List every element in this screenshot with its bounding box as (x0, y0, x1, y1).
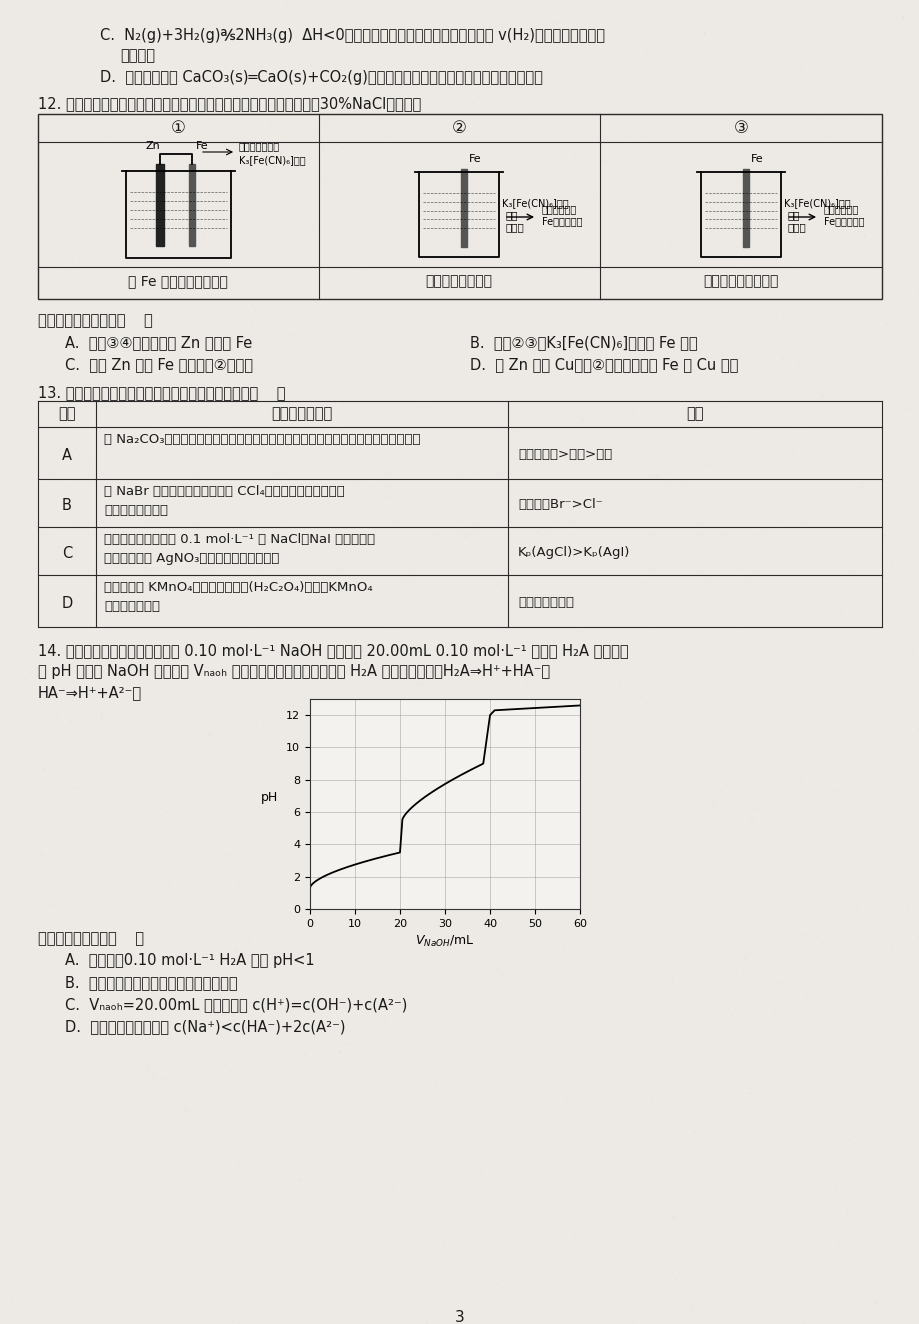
Text: 选项: 选项 (58, 406, 75, 421)
Text: 下列叙述正确的是（    ）: 下列叙述正确的是（ ） (38, 931, 144, 947)
Text: Fe附近的溶液: Fe附近的溶液 (823, 216, 864, 226)
Bar (743, 169, 748, 248)
Text: 3: 3 (455, 1309, 464, 1324)
Text: 一段: 一段 (505, 211, 518, 220)
Text: 室温下，向浓度均为 0.1 mol·L⁻¹ 的 NaCl、NaI 的混合溶液: 室温下，向浓度均为 0.1 mol·L⁻¹ 的 NaCl、NaI 的混合溶液 (104, 534, 375, 545)
Text: 13. 根据下列实验操作和现象所得到的结论正确的是（    ）: 13. 根据下列实验操作和现象所得到的结论正确的是（ ） (38, 385, 285, 400)
Text: 层，下层呈橙红色: 层，下层呈橙红色 (104, 504, 168, 516)
Text: K₃[Fe(CN)₆]溶液: K₃[Fe(CN)₆]溶液 (239, 155, 305, 166)
Bar (38, 114, 881, 299)
Text: 时间后: 时间后 (788, 222, 806, 232)
Text: B.  对比②③，K₃[Fe(CN)₆]可能将 Fe 氧化: B. 对比②③，K₃[Fe(CN)₆]可能将 Fe 氧化 (470, 335, 697, 350)
Text: 试管内无明显变化: 试管内无明显变化 (425, 274, 492, 289)
Text: B.  滴定过程中，水的电离程度一直在增大: B. 滴定过程中，水的电离程度一直在增大 (65, 974, 237, 990)
Text: Zn: Zn (146, 140, 161, 151)
Text: 中滴入少量稀 AgNO₃溶液，有黄色沉淠生成: 中滴入少量稀 AgNO₃溶液，有黄色沉淠生成 (104, 552, 279, 565)
Text: HA⁻⇒H⁺+A²⁻。: HA⁻⇒H⁺+A²⁻。 (38, 685, 142, 700)
Text: ②: ② (451, 119, 466, 136)
Text: 向 NaBr 溶液中滴入少量氯水和 CCl₄，振荡、静置，溶液分: 向 NaBr 溶液中滴入少量氯水和 CCl₄，振荡、静置，溶液分 (104, 485, 345, 498)
Text: 取出的少量的: 取出的少量的 (823, 204, 858, 214)
X-axis label: $V_{NaOH}$/mL: $V_{NaOH}$/mL (414, 935, 474, 949)
Text: A.  室温下，0.10 mol·L⁻¹ H₂A 溶液 pH<1: A. 室温下，0.10 mol·L⁻¹ H₂A 溶液 pH<1 (65, 953, 314, 968)
Text: A.  对比③④，可以判定 Zn 保护了 Fe: A. 对比③④，可以判定 Zn 保护了 Fe (65, 335, 252, 350)
Text: Fe附近的溶液: Fe附近的溶液 (541, 216, 582, 226)
Text: 取出的少量的: 取出的少量的 (541, 204, 576, 214)
Text: 液 pH 随滴加 NaOH 溶液体积 Vₙₐₒₕ 的变化关系如下图所示。已知 H₂A 的电离过程为：H₂A⇒H⁺+HA⁻，: 液 pH 随滴加 NaOH 溶液体积 Vₙₐₒₕ 的变化关系如下图所示。已知 H… (38, 665, 550, 679)
Text: Fe: Fe (469, 154, 482, 164)
Text: 还原性：Br⁻>Cl⁻: 还原性：Br⁻>Cl⁻ (517, 498, 602, 511)
Text: 溶液紫红色褮去: 溶液紫红色褮去 (104, 600, 160, 613)
Text: B: B (62, 498, 72, 512)
Text: 在 Fe 表面生成蓝色沉淠: 在 Fe 表面生成蓝色沉淠 (128, 274, 228, 289)
Text: 14. 室温下，以酚酸为指示剂，用 0.10 mol·L⁻¹ NaOH 溶液滴定 20.00mL 0.10 mol·L⁻¹ 二元酸 H₂A 溶液。溶: 14. 室温下，以酚酸为指示剂，用 0.10 mol·L⁻¹ NaOH 溶液滴定… (38, 643, 628, 658)
Text: 向 Na₂CO₃溶液中加入冰醒酸，将产生的气体直接通入硅酸錢溶液中，产生白色浑液: 向 Na₂CO₃溶液中加入冰醒酸，将产生的气体直接通入硅酸錢溶液中，产生白色浑液 (104, 433, 420, 446)
Text: A: A (62, 448, 72, 463)
Text: ③: ③ (732, 119, 748, 136)
Text: Fe: Fe (750, 154, 763, 164)
Text: 率均增大: 率均增大 (119, 48, 154, 64)
Text: 向少量酸性 KMnO₄溶液中滴加草酸(H₂C₂O₄)溶液，KMnO₄: 向少量酸性 KMnO₄溶液中滴加草酸(H₂C₂O₄)溶液，KMnO₄ (104, 581, 372, 594)
Text: C.  N₂(g)+3H₂(g)℁2NH₃(g)  ΔH<0，其他条件不变时升高温度，反应速率 v(H₂)和氯气的平衡转化: C. N₂(g)+3H₂(g)℁2NH₃(g) ΔH<0，其他条件不变时升高温度… (100, 28, 605, 42)
Text: C.  Vₙₐₒₕ=20.00mL 时，溶液中 c(H⁺)=c(OH⁻)+c(A²⁻): C. Vₙₐₒₕ=20.00mL 时，溶液中 c(H⁺)=c(OH⁻)+c(A²… (65, 997, 407, 1012)
Bar (188, 164, 195, 246)
Text: D.  常温下，反应 CaCO₃(s)═CaO(s)+CO₂(g)为吸热反应，说明生成物的焉大于反应物的焉: D. 常温下，反应 CaCO₃(s)═CaO(s)+CO₂(g)为吸热反应，说明… (100, 70, 542, 85)
Text: 酸性：醒酸>碳酸>硅酸: 酸性：醒酸>碳酸>硅酸 (517, 448, 611, 461)
Text: 结论: 结论 (686, 406, 703, 421)
Text: C: C (62, 545, 72, 561)
Text: C.  验证 Zn 保护 Fe 时不能用②的方法: C. 验证 Zn 保护 Fe 时不能用②的方法 (65, 357, 253, 372)
Bar (460, 169, 467, 248)
Text: K₃[Fe(CN)₆]溶液: K₃[Fe(CN)₆]溶液 (783, 199, 850, 208)
Text: D.  滴定终点时，溶液中 c(Na⁺)<c(HA⁻)+2c(A²⁻): D. 滴定终点时，溶液中 c(Na⁺)<c(HA⁻)+2c(A²⁻) (65, 1019, 346, 1034)
Text: 下列说法不正确的是（    ）: 下列说法不正确的是（ ） (38, 312, 153, 328)
Text: Fe: Fe (196, 140, 209, 151)
Text: ①: ① (170, 119, 186, 136)
Text: 草酸具有漂白性: 草酸具有漂白性 (517, 596, 573, 609)
Y-axis label: pH: pH (261, 790, 278, 804)
Text: 实验操作和现象: 实验操作和现象 (271, 406, 333, 421)
Text: D.  将 Zn 换成 Cu，用②的方法可判断 Fe 比 Cu 活波: D. 将 Zn 换成 Cu，用②的方法可判断 Fe 比 Cu 活波 (470, 357, 738, 372)
Text: D: D (62, 596, 73, 610)
Text: 一段: 一段 (788, 211, 800, 220)
Text: 一段时间后滴入: 一段时间后滴入 (239, 140, 279, 151)
Text: 试管内生成蓝色沉淠: 试管内生成蓝色沉淠 (702, 274, 777, 289)
Text: 时间后: 时间后 (505, 222, 524, 232)
Text: 12. 验证犊牲性阳极的阴极保护法，实验如下（烧杯内均为经过酸化的30%NaCl溶液）。: 12. 验证犊牲性阳极的阴极保护法，实验如下（烧杯内均为经过酸化的30%NaCl… (38, 97, 421, 111)
Text: K₃[Fe(CN)₆]溶液: K₃[Fe(CN)₆]溶液 (502, 199, 568, 208)
Text: Kₚ(AgCl)>Kₚ(AgI): Kₚ(AgCl)>Kₚ(AgI) (517, 545, 630, 559)
Bar (156, 164, 164, 246)
